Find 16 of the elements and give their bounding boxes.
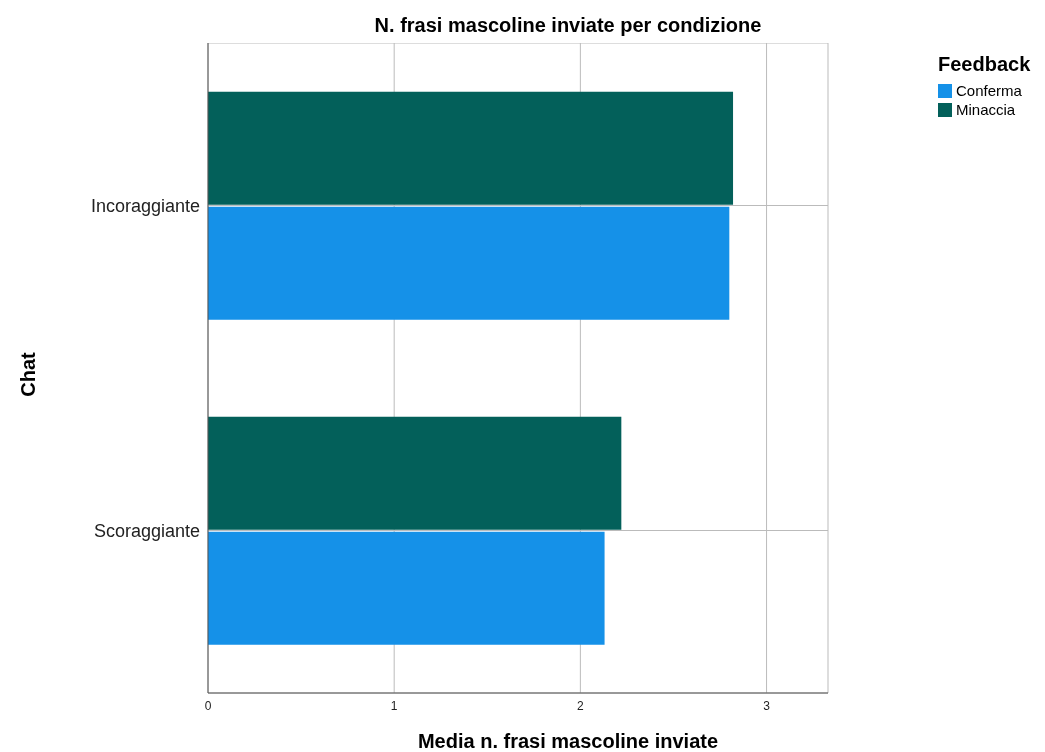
bar <box>208 206 730 320</box>
x-axis-title: Media n. frasi mascoline inviate <box>416 730 720 752</box>
x-tick-label: 3 <box>763 698 771 713</box>
x-tick-label: 2 <box>577 698 585 713</box>
x-tick-label: 0 <box>204 698 212 713</box>
bar <box>208 531 605 645</box>
y-tick-label: Incoraggiante <box>90 195 200 216</box>
legend-label: Minaccia <box>956 101 1016 118</box>
x-tick-label: 1 <box>390 698 398 713</box>
legend-title: Feedback <box>938 53 1031 76</box>
y-tick-label: Scoraggiante <box>93 520 200 541</box>
bar <box>208 416 622 530</box>
legend-label: Conferma <box>956 82 1022 99</box>
bar <box>208 91 734 205</box>
y-axis-title: Chat <box>16 351 40 399</box>
chart-title: N. frasi mascoline inviate per condizione <box>373 14 763 37</box>
